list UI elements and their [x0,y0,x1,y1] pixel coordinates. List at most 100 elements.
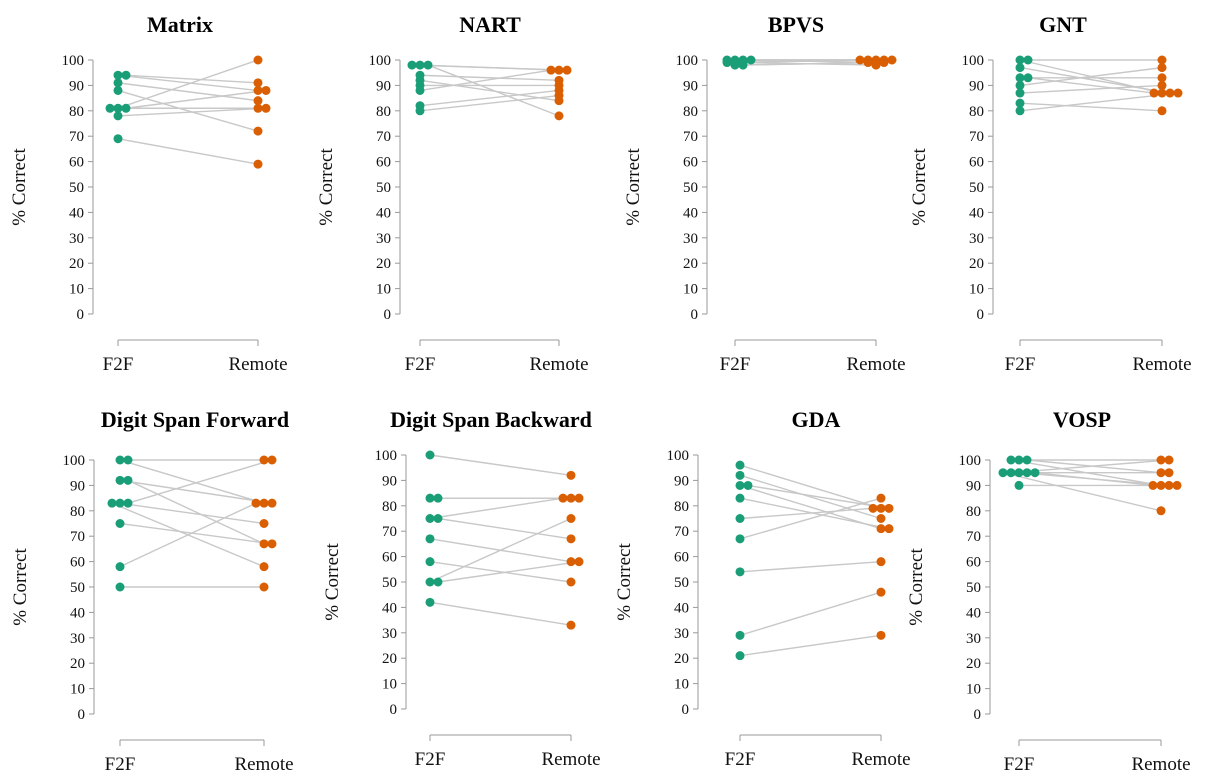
point-f2f [1006,455,1016,465]
y-tick-label: 20 [382,651,397,667]
pair-line [437,560,580,583]
panel-2: BPVS 0 10 20 30 40 50 60 70 80 90 100 F2F Remote % Cor… [623,12,906,375]
point-f2f [1014,468,1024,478]
point-f2f [415,85,425,95]
y-tick-label: 30 [69,231,84,247]
point-f2f [1015,73,1025,83]
x-tick-label: F2F [1004,754,1035,772]
point-remote [876,630,886,640]
point-remote [554,111,564,121]
y-tick-label: 100 [676,53,699,69]
y-tick-label: 0 [682,702,690,718]
point-remote [1149,88,1159,98]
y-tick-label: 60 [69,155,84,171]
point-remote [1156,455,1166,465]
y-axis-label: % Correct [316,148,337,226]
point-remote [267,539,277,549]
point-f2f [425,577,435,587]
point-f2f [730,60,740,70]
y-tick-label: 10 [683,282,698,298]
point-remote [1165,88,1175,98]
y-tick-label: 20 [376,256,391,272]
pair-line [437,517,572,540]
x-tick-label: Remote [1131,754,1190,772]
point-remote [876,503,886,513]
y-tick-label: 10 [674,677,689,693]
y-tick-label: 10 [969,282,984,298]
point-remote [887,55,897,65]
y-tick-label: 20 [969,256,984,272]
pair-line [739,591,882,637]
pair-line [739,464,882,510]
y-tick-label: 20 [966,656,981,672]
pair-line [419,94,560,112]
point-remote [566,620,576,630]
point-remote [1157,73,1167,83]
panel-title: GDA [792,407,841,432]
point-remote [251,498,261,508]
point-remote [259,562,269,572]
y-tick-label: 80 [70,504,85,520]
panel-1: NART 0 10 20 30 40 50 60 70 80 90 100 F2F Remote % Cor… [316,12,589,375]
point-remote [259,455,269,465]
pair-line [127,459,273,504]
point-remote [253,55,263,65]
y-tick-label: 50 [70,580,85,596]
y-tick-label: 70 [70,529,85,545]
point-f2f [115,519,125,528]
point-remote [1173,88,1183,98]
point-remote [863,58,873,68]
point-remote [261,85,271,95]
point-remote [1157,106,1167,116]
point-f2f [115,498,125,508]
point-remote [1164,480,1174,490]
point-remote [876,524,886,534]
point-remote [267,498,277,508]
y-tick-label: 90 [966,478,981,494]
pair-line [429,517,572,583]
point-remote [261,103,271,113]
y-tick-label: 70 [69,129,84,145]
point-f2f [107,498,117,508]
pair-line [117,107,267,117]
panel-title: Digit Span Forward [101,407,289,432]
pair-line [1002,472,1162,512]
y-tick-label: 100 [962,53,985,69]
y-tick-label: 40 [69,205,84,221]
pair-line [747,484,890,510]
pair-line [117,59,259,109]
x-tick-label: F2F [415,749,446,770]
point-f2f [735,480,745,490]
pair-line [1019,102,1163,112]
y-tick-label: 80 [674,499,689,515]
pair-line [117,138,259,165]
y-tick-label: 60 [966,555,981,571]
point-f2f [425,450,435,460]
point-f2f [425,557,435,567]
point-f2f [722,58,732,68]
x-tick-label: F2F [405,354,436,375]
y-tick-label: 80 [683,104,698,120]
point-f2f [735,651,745,661]
point-f2f [1014,480,1024,490]
x-tick-label: Remote [529,354,588,375]
point-f2f [115,455,125,465]
point-remote [566,470,576,480]
point-remote [884,524,894,534]
point-f2f [735,567,745,577]
point-f2f [423,60,433,70]
point-f2f [1022,455,1032,465]
y-tick-label: 10 [382,677,397,693]
pair-line [1034,472,1154,487]
point-f2f [113,134,123,144]
y-tick-label: 90 [382,473,397,489]
panel-title: Matrix [147,12,213,37]
pair-line [739,474,882,520]
y-tick-label: 50 [382,575,397,591]
point-f2f [1023,73,1033,83]
point-f2f [123,455,133,465]
y-tick-label: 50 [966,580,981,596]
y-tick-label: 50 [376,180,391,196]
point-f2f [407,60,417,70]
pair-line [117,74,259,92]
